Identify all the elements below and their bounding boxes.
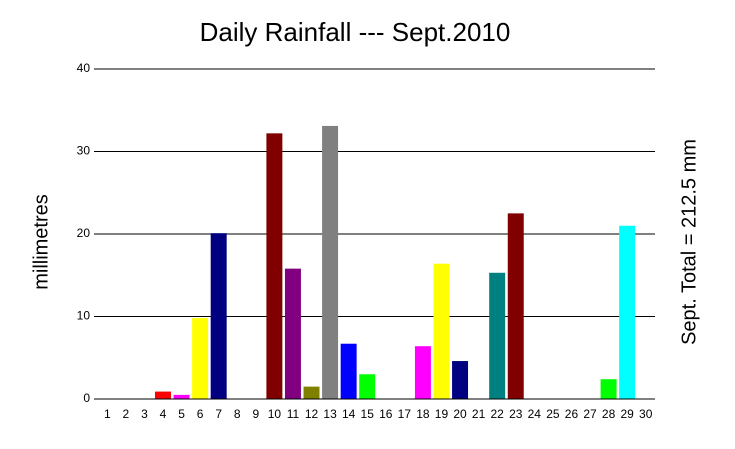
x-tick-label: 28 (602, 407, 616, 421)
x-tick-label: 6 (197, 407, 204, 421)
x-tick-label: 4 (160, 407, 167, 421)
y-axis-label: millimetres (30, 194, 52, 290)
bar (359, 374, 376, 399)
bar (154, 391, 171, 399)
x-tick-label: 8 (234, 407, 241, 421)
x-tick-label: 11 (287, 407, 300, 421)
x-tick-label: 29 (620, 407, 634, 421)
x-tick-label: 5 (178, 407, 185, 421)
annotation: Sept. Total = 212.5 mm (678, 139, 700, 345)
bar (266, 133, 283, 399)
y-tick-label: 10 (77, 309, 91, 323)
x-tick-label: 20 (453, 407, 467, 421)
bar (600, 379, 617, 399)
x-tick-label: 14 (342, 407, 356, 421)
x-tick-label: 17 (398, 407, 412, 421)
bar (507, 213, 524, 399)
bar (489, 272, 506, 399)
x-tick-label: 13 (323, 407, 337, 421)
bar (452, 361, 469, 399)
bar (414, 346, 431, 399)
x-tick-label: 30 (639, 407, 653, 421)
x-tick-label: 26 (565, 407, 579, 421)
x-tick-label: 3 (141, 407, 148, 421)
x-tick-label: 12 (305, 407, 319, 421)
bar (619, 225, 636, 399)
bar (284, 268, 301, 399)
x-tick-label: 25 (546, 407, 560, 421)
x-tick-label: 2 (123, 407, 130, 421)
x-tick-label: 1 (104, 407, 111, 421)
y-tick-label: 0 (83, 391, 90, 405)
bar (303, 386, 320, 399)
x-tick-label: 16 (379, 407, 393, 421)
x-tick-label: 23 (509, 407, 523, 421)
bar (173, 394, 190, 399)
x-tick-label: 15 (361, 407, 375, 421)
x-tick-label: 19 (435, 407, 449, 421)
y-tick-label: 20 (77, 226, 91, 240)
y-tick-label: 30 (77, 144, 91, 158)
x-tick-label: 22 (491, 407, 505, 421)
x-tick-label: 24 (528, 407, 542, 421)
chart-title: Daily Rainfall --- Sept.2010 (200, 17, 511, 47)
bar (433, 263, 450, 399)
x-tick-label: 18 (416, 407, 430, 421)
y-tick-label: 40 (77, 61, 91, 75)
x-tick-label: 7 (215, 407, 222, 421)
bar (340, 343, 357, 399)
bar (192, 318, 209, 399)
x-tick-label: 27 (583, 407, 597, 421)
bar (322, 125, 339, 400)
x-tick-label: 10 (268, 407, 282, 421)
bar (210, 233, 227, 399)
x-tick-label: 9 (252, 407, 259, 421)
x-tick-label: 21 (472, 407, 486, 421)
